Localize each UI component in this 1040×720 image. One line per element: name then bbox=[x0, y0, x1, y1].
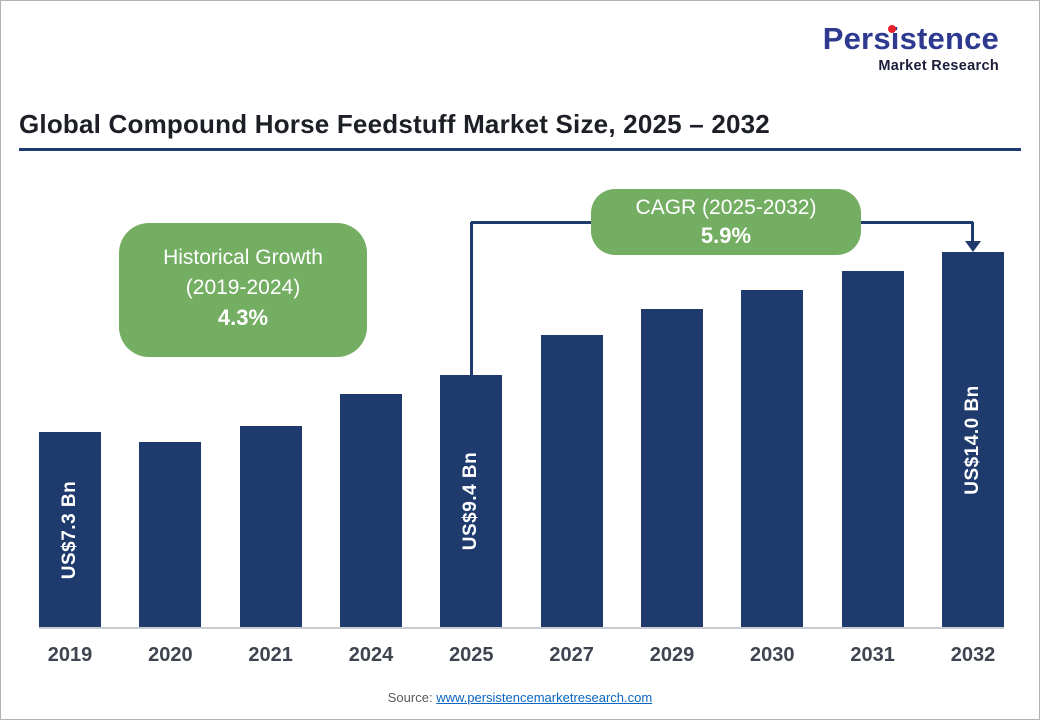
arrow-down-icon bbox=[964, 241, 981, 252]
bar-2024 bbox=[339, 394, 402, 627]
cagr-connector-left-horizontal bbox=[471, 220, 591, 224]
source-line: Source: www.persistencemarketresearch.co… bbox=[1, 690, 1039, 705]
bar-2029 bbox=[640, 309, 703, 627]
bar-2031 bbox=[841, 271, 904, 627]
historical-growth-value: 4.3% bbox=[217, 305, 269, 330]
x-axis-label: 2029 bbox=[649, 644, 695, 666]
x-axis-label: 2032 bbox=[950, 644, 996, 666]
bar-2020 bbox=[139, 442, 202, 627]
logo-red-dot-icon bbox=[887, 25, 896, 33]
x-axis-label: 2025 bbox=[449, 644, 494, 666]
source-prefix: Source: bbox=[387, 690, 437, 705]
page-title: Global Compound Horse Feedstuff Market S… bbox=[19, 109, 770, 139]
bar-2030 bbox=[741, 290, 804, 627]
historical-growth-line2: (2019-2024) bbox=[185, 276, 301, 299]
bar-2025: US$9.4 Bn bbox=[440, 375, 503, 627]
bar-2032: US$14.0 Bn bbox=[941, 252, 1004, 627]
bar-value-label: US$9.4 Bn bbox=[460, 451, 482, 551]
source-link[interactable]: www.persistencemarketresearch.com bbox=[436, 690, 653, 705]
bar-value-label: US$7.3 Bn bbox=[59, 480, 80, 579]
cagr-callout: CAGR (2025-2032) 5.9% bbox=[591, 189, 861, 255]
x-axis-label: 2019 bbox=[47, 644, 93, 666]
cagr-connector-right-horizontal bbox=[861, 220, 973, 224]
x-axis-label: 2027 bbox=[549, 644, 594, 666]
bar-2019: US$7.3 Bn bbox=[39, 432, 101, 627]
title-underline bbox=[19, 148, 1021, 151]
logo-brand-text: Persistence bbox=[822, 21, 999, 56]
historical-growth-callout: Historical Growth (2019-2024) 4.3% bbox=[119, 223, 367, 357]
x-axis-label: 2021 bbox=[248, 644, 293, 666]
logo-brand-label: Persistence bbox=[822, 21, 999, 56]
x-axis-label: 2030 bbox=[750, 644, 795, 666]
persistence-market-research-logo: Persistence Market Research bbox=[822, 21, 999, 74]
x-axis-labels: 2019 2020 2021 2024 2025 2027 2029 2030 2031 2032 bbox=[39, 639, 1004, 671]
cagr-connector-left-vertical bbox=[469, 222, 473, 377]
bar-2027 bbox=[540, 335, 603, 627]
x-axis-label: 2020 bbox=[148, 644, 193, 666]
x-axis-label: 2024 bbox=[348, 644, 394, 666]
cagr-value: 5.9% bbox=[700, 223, 752, 248]
cagr-connector-right-vertical bbox=[971, 222, 975, 243]
logo-tagline: Market Research bbox=[878, 57, 999, 74]
historical-growth-line1: Historical Growth bbox=[163, 246, 323, 269]
bar-2021 bbox=[239, 426, 302, 627]
plot-area: US$7.3 Bn US$9.4 Bn US$14.0 Bn bbox=[39, 239, 1004, 629]
cagr-line1: CAGR (2025-2032) bbox=[635, 196, 817, 219]
x-axis-label: 2031 bbox=[850, 644, 895, 666]
bar-value-label: US$14.0 Bn bbox=[961, 384, 983, 495]
bar-chart: US$7.3 Bn US$9.4 Bn US$14.0 Bn 2019 2020 202… bbox=[39, 171, 1004, 673]
